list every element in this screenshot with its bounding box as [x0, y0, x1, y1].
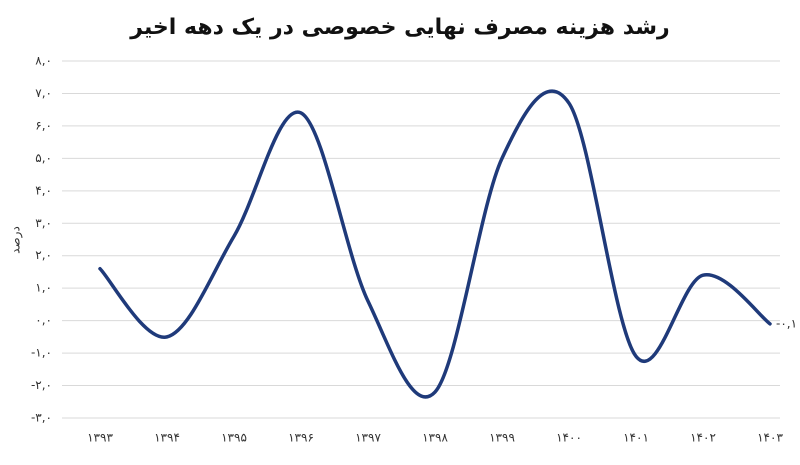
- y-tick-label: -۲,۰: [31, 378, 52, 392]
- line: [98, 89, 772, 399]
- y-tick-label: -۳,۰: [31, 411, 52, 425]
- x-tick-label: ۱۳۹۸: [422, 431, 448, 445]
- x-tick-label: ۱۳۹۴: [154, 431, 180, 445]
- x-tick-label: ۱۳۹۶: [288, 431, 314, 445]
- y-tick-label: ۸,۰: [35, 54, 52, 68]
- y-tick-label: ۲,۰: [35, 248, 52, 262]
- x-tick-label: ۱۳۹۷: [355, 431, 381, 445]
- x-tick-label: ۱۴۰۳: [757, 431, 783, 445]
- data-label: -۰,۱: [776, 316, 797, 330]
- x-tick-label: ۱۳۹۳: [87, 431, 113, 445]
- x-tick-label: ۱۳۹۵: [221, 431, 247, 445]
- x-tick-label: ۱۴۰۱: [623, 431, 649, 445]
- x-tick-label: ۱۴۰۰: [556, 431, 582, 445]
- chart-title: رشد هزینه مصرف نهایی خصوصی در یک دهه اخی…: [129, 15, 669, 40]
- y-tick-label: ۵,۰: [35, 151, 52, 165]
- y-tick-label: ۶,۰: [35, 118, 52, 132]
- y-axis-label: درصد: [9, 226, 24, 254]
- y-tick-label: -۱,۰: [31, 346, 52, 360]
- x-tick-label: ۱۳۹۹: [489, 431, 515, 445]
- y-tick-label: ۷,۰: [35, 86, 52, 100]
- y-tick-label: ۱,۰: [35, 281, 52, 295]
- y-tick-label: ۳,۰: [35, 216, 52, 230]
- y-tick-label: ۴,۰: [35, 183, 52, 197]
- x-tick-label: ۱۴۰۲: [690, 431, 716, 445]
- y-tick-label: ۰,۰: [35, 313, 52, 327]
